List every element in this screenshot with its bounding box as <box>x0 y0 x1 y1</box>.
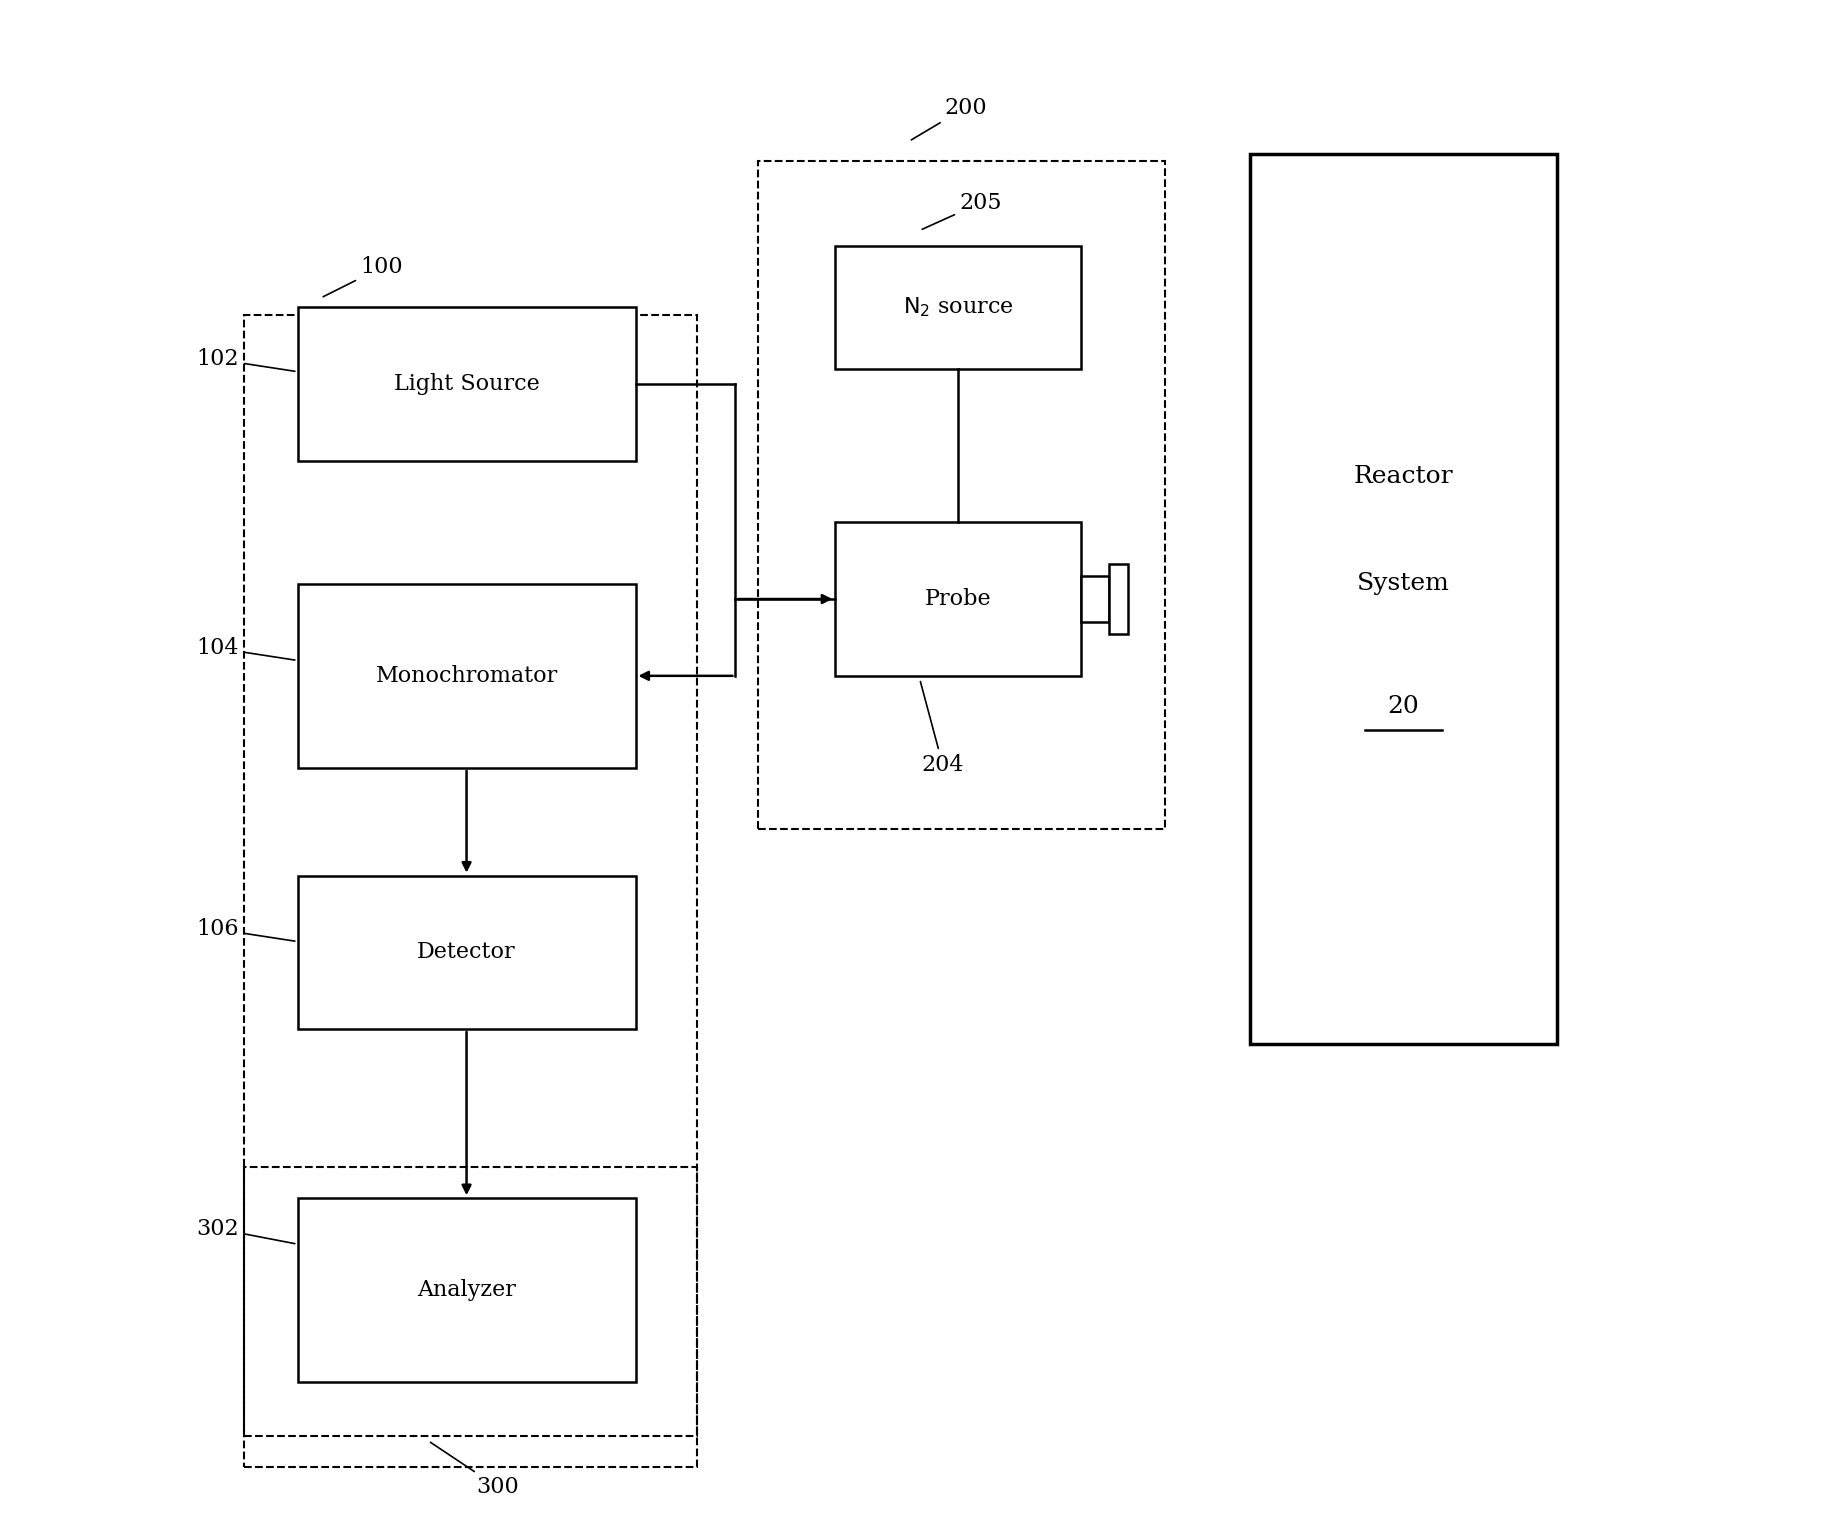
Bar <box>297 584 634 768</box>
Text: Reactor: Reactor <box>1353 465 1453 487</box>
Text: Detector: Detector <box>417 942 516 963</box>
Bar <box>1081 576 1108 622</box>
Bar <box>297 1198 634 1382</box>
Bar <box>835 522 1081 676</box>
Bar <box>297 876 634 1029</box>
Bar <box>835 246 1081 369</box>
Text: 200: 200 <box>912 97 986 140</box>
Text: 20: 20 <box>1387 696 1418 717</box>
Bar <box>244 1167 696 1467</box>
Text: Analyzer: Analyzer <box>417 1279 516 1301</box>
Text: $\mathrm{N_2}$ source: $\mathrm{N_2}$ source <box>902 295 1014 319</box>
Text: 302: 302 <box>197 1218 295 1244</box>
Text: 204: 204 <box>921 682 963 776</box>
Text: 104: 104 <box>197 637 295 660</box>
Bar <box>297 307 634 461</box>
Text: 106: 106 <box>197 919 295 942</box>
Text: 300: 300 <box>430 1442 518 1498</box>
Text: Light Source: Light Source <box>394 373 540 395</box>
Text: System: System <box>1356 573 1449 594</box>
Text: 102: 102 <box>197 349 295 372</box>
Bar <box>244 315 696 1436</box>
Text: 205: 205 <box>922 192 1003 229</box>
Bar <box>1108 564 1127 633</box>
Bar <box>758 161 1165 829</box>
Text: 100: 100 <box>323 257 403 296</box>
Bar <box>1249 154 1557 1044</box>
Text: Probe: Probe <box>924 588 992 610</box>
Text: Monochromator: Monochromator <box>376 665 558 687</box>
